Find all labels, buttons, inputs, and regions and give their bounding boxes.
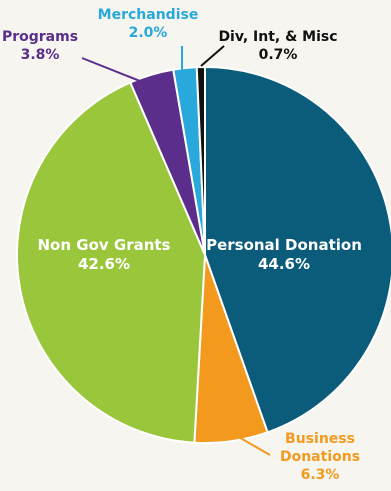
pie-slices bbox=[16, 65, 391, 444]
leader-line-business-donations bbox=[229, 431, 271, 456]
slice-label-business-donations-1: Business bbox=[285, 431, 355, 447]
slice-label-business-donations-2: Donations bbox=[280, 449, 360, 465]
slice-value-programs: 3.8% bbox=[21, 47, 60, 63]
slice-label-personal-donation: Personal Donation bbox=[206, 236, 362, 254]
slice-value-personal-donation: 44.6% bbox=[258, 255, 310, 273]
leader-line-div-int-misc bbox=[200, 45, 225, 67]
slice-value-business-donations: 6.3% bbox=[301, 467, 340, 483]
slice-label-div-int-misc: Div, Int, & Misc bbox=[218, 29, 337, 45]
slice-label-non-gov-grants: Non Gov Grants bbox=[38, 236, 171, 254]
slice-personal-donation bbox=[204, 65, 391, 434]
slice-value-non-gov-grants: 42.6% bbox=[78, 255, 130, 273]
slice-label-programs: Programs bbox=[2, 29, 78, 45]
slice-non-gov-grants bbox=[16, 81, 207, 444]
slice-label-merchandise: Merchandise bbox=[98, 7, 199, 23]
slice-div-int-misc bbox=[195, 65, 206, 256]
slice-value-div-int-misc: 0.7% bbox=[259, 47, 298, 63]
leader-line-programs bbox=[81, 57, 151, 86]
slice-value-merchandise: 2.0% bbox=[129, 25, 168, 41]
leader-lines bbox=[81, 45, 271, 456]
